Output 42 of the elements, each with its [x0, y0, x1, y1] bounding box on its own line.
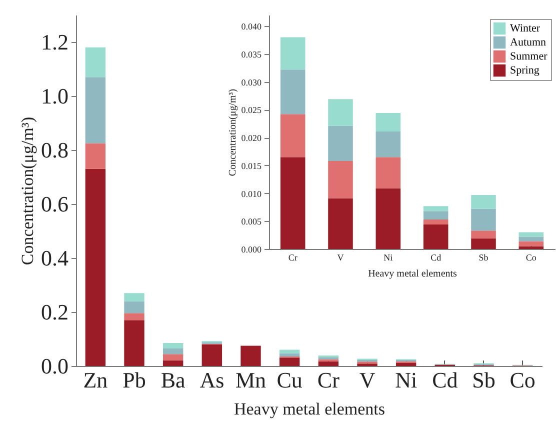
y-tick-label: 0.015 [241, 160, 262, 171]
x-tick-label: Pb [122, 368, 146, 392]
x-axis-title: Heavy metal elements [368, 268, 458, 280]
y-tick-label: 0.6 [41, 192, 68, 216]
legend-label: Autumn [510, 36, 547, 48]
y-tick-label: 1.2 [41, 30, 68, 54]
y-tick-label: 1.0 [41, 84, 68, 108]
legend-label: Winter [510, 22, 540, 34]
legend-label: Spring [510, 64, 540, 76]
x-axis-title: Heavy metal elements [234, 400, 386, 418]
y-tick-label: 0.2 [41, 300, 68, 324]
y-tick-label: 0.8 [41, 138, 68, 162]
legend-label: Summer [510, 50, 548, 62]
x-tick-label: Sb [478, 252, 489, 262]
y-tick-label: 0.030 [241, 77, 262, 88]
x-tick-label: Co [510, 368, 536, 392]
x-tick-label: Zn [83, 368, 108, 392]
y-tick-label: 0.025 [241, 105, 262, 116]
x-tick-label: Mn [235, 368, 266, 392]
x-tick-label: V [359, 368, 376, 392]
y-tick-label: 0.010 [241, 188, 262, 199]
y-tick-label: 0.020 [241, 133, 262, 144]
y-tick-label: 0.040 [241, 22, 262, 32]
x-tick-label: Cr [288, 252, 298, 262]
y-tick-label: 0.0 [41, 354, 68, 378]
x-tick-label: Cr [317, 368, 340, 392]
x-tick-label: Ni [395, 368, 418, 392]
x-tick-label: Ba [160, 368, 186, 392]
x-tick-label: As [200, 368, 224, 392]
x-tick-label: Cu [276, 368, 302, 392]
y-axis-title: Concentration(μg/m³) [18, 116, 37, 266]
x-tick-label: Cd [432, 368, 458, 392]
y-tick-label: 0.005 [241, 216, 262, 227]
x-tick-label: Cd [430, 252, 442, 262]
x-tick-label: Co [526, 252, 537, 262]
y-tick-label: 0.000 [241, 244, 262, 254]
x-tick-label: V [337, 252, 344, 262]
x-tick-label: Ni [384, 252, 394, 262]
y-tick-label: 0.4 [41, 246, 68, 270]
y-tick-label: 0.035 [241, 50, 262, 60]
y-axis-title: Concentration(μg/m³) [227, 88, 238, 176]
x-tick-label: Sb [472, 368, 496, 392]
